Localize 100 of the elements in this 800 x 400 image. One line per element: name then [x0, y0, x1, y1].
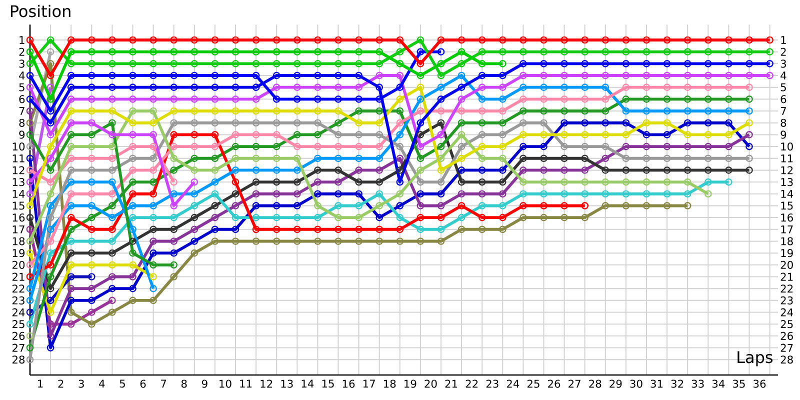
point — [520, 166, 527, 174]
point — [150, 190, 157, 198]
point — [581, 214, 589, 222]
point — [150, 84, 157, 92]
x-tick-label: 25 — [527, 380, 540, 388]
point — [190, 238, 198, 245]
point — [520, 190, 527, 198]
point — [211, 131, 219, 138]
point — [150, 238, 157, 245]
point — [150, 273, 157, 280]
point — [746, 107, 753, 115]
point — [211, 96, 219, 103]
y2-tick-label: 14 — [781, 190, 794, 198]
point — [170, 84, 178, 92]
point — [602, 166, 610, 174]
point — [293, 119, 301, 127]
point — [293, 178, 301, 186]
point — [376, 84, 384, 92]
point — [520, 154, 527, 162]
point — [376, 178, 384, 186]
point — [498, 119, 506, 127]
point — [26, 249, 34, 257]
point — [211, 226, 219, 234]
point — [170, 142, 178, 150]
point — [129, 107, 136, 115]
y-tick-label: 9 — [19, 130, 25, 139]
point — [252, 154, 260, 162]
point — [396, 107, 404, 115]
point — [684, 60, 692, 68]
point — [272, 178, 280, 186]
point — [725, 60, 732, 68]
point — [108, 107, 116, 115]
point — [67, 273, 75, 280]
point — [725, 107, 732, 115]
y2-tick-label: 5 — [780, 83, 786, 92]
y2-tick-label: 25 — [780, 320, 793, 328]
point — [396, 226, 404, 234]
y2-tick-label: 1 — [781, 36, 786, 44]
point — [67, 226, 75, 234]
point — [520, 96, 527, 103]
point — [314, 226, 322, 234]
x-tick-label: 27 — [568, 380, 580, 388]
point — [437, 107, 445, 115]
point — [498, 202, 506, 210]
point — [170, 202, 178, 210]
point — [108, 214, 116, 222]
point — [26, 154, 34, 162]
x-tick-label: 5 — [120, 380, 125, 388]
point — [642, 154, 650, 162]
point — [416, 238, 424, 245]
point — [232, 107, 240, 115]
y2-tick-label: 17 — [781, 226, 793, 234]
point — [272, 202, 280, 210]
point — [26, 48, 34, 56]
point — [334, 202, 342, 210]
point — [67, 320, 75, 328]
point — [622, 72, 630, 80]
point — [560, 142, 568, 150]
point — [67, 190, 75, 198]
point — [684, 119, 692, 127]
point — [26, 332, 34, 340]
point — [416, 84, 424, 92]
point — [520, 60, 527, 68]
point — [314, 119, 322, 127]
point — [46, 320, 54, 328]
point — [252, 166, 260, 174]
point — [129, 36, 136, 44]
point — [108, 84, 116, 92]
point — [478, 202, 486, 210]
point — [46, 202, 54, 210]
point — [272, 107, 280, 115]
point — [314, 238, 322, 245]
point — [88, 261, 96, 269]
point — [129, 60, 136, 68]
point — [67, 84, 75, 92]
point — [46, 273, 54, 280]
point — [170, 60, 178, 68]
point — [211, 214, 219, 222]
point — [458, 166, 466, 174]
point — [26, 60, 34, 68]
point — [129, 72, 136, 80]
point — [272, 154, 280, 162]
point — [581, 107, 589, 115]
point — [170, 96, 178, 103]
point — [396, 166, 404, 174]
y-tick-label: 17 — [12, 226, 24, 234]
point — [26, 107, 34, 115]
point — [190, 131, 198, 138]
point — [108, 284, 116, 292]
point — [150, 202, 157, 210]
point — [355, 36, 362, 44]
point — [67, 202, 75, 210]
point — [602, 142, 610, 150]
point — [478, 60, 486, 68]
point — [46, 60, 54, 68]
point — [663, 36, 671, 44]
y-tick-label: 15 — [12, 202, 24, 210]
point — [232, 96, 240, 103]
point — [26, 308, 34, 316]
x-tick-label: 23 — [486, 380, 498, 388]
